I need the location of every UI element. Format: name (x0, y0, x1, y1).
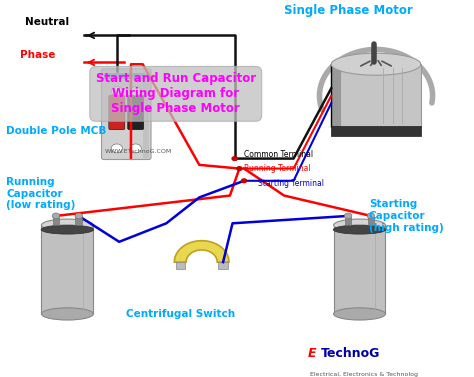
Bar (104, 73, 149, 79)
Ellipse shape (334, 308, 385, 320)
FancyBboxPatch shape (331, 64, 354, 127)
Text: Single Phase Motor: Single Phase Motor (284, 4, 413, 17)
Circle shape (241, 178, 247, 183)
FancyBboxPatch shape (334, 225, 385, 314)
Text: Start and Run Capacitor
Wiring Diagram for
Single Phase Motor: Start and Run Capacitor Wiring Diagram f… (96, 72, 256, 115)
Text: Electrical, Electronics & Technolog: Electrical, Electronics & Technolog (310, 372, 418, 377)
Ellipse shape (41, 219, 93, 231)
FancyBboxPatch shape (345, 217, 351, 225)
Circle shape (344, 213, 352, 219)
FancyBboxPatch shape (41, 225, 93, 314)
FancyBboxPatch shape (109, 95, 125, 130)
Text: Starting Terminal: Starting Terminal (258, 179, 324, 188)
Text: E: E (308, 347, 316, 360)
FancyBboxPatch shape (53, 217, 59, 225)
Bar (143, 71, 149, 158)
Circle shape (130, 144, 141, 153)
Text: Running Terminal: Running Terminal (244, 164, 310, 173)
Text: Starting
Capacitor
(high rating): Starting Capacitor (high rating) (369, 199, 444, 233)
Circle shape (231, 156, 238, 161)
Text: TechnoG: TechnoG (321, 347, 380, 360)
Ellipse shape (331, 53, 421, 75)
Text: WWW.ETechnoG.COM: WWW.ETechnoG.COM (105, 149, 173, 154)
Text: Phase: Phase (20, 50, 55, 60)
Ellipse shape (333, 225, 386, 234)
FancyBboxPatch shape (128, 95, 144, 130)
Circle shape (111, 87, 122, 95)
Circle shape (111, 144, 122, 153)
Text: Neutral: Neutral (25, 17, 69, 27)
Bar (331, 126, 421, 136)
FancyBboxPatch shape (101, 69, 151, 159)
Ellipse shape (334, 219, 385, 231)
Circle shape (75, 213, 82, 219)
Text: Double Pole MCB: Double Pole MCB (6, 126, 107, 136)
FancyBboxPatch shape (340, 64, 421, 127)
FancyBboxPatch shape (175, 262, 185, 269)
Text: Centrifugal Switch: Centrifugal Switch (126, 309, 235, 319)
Circle shape (367, 213, 374, 219)
Circle shape (236, 166, 243, 171)
Ellipse shape (41, 308, 93, 320)
FancyBboxPatch shape (368, 217, 374, 225)
Ellipse shape (41, 225, 93, 234)
FancyBboxPatch shape (219, 262, 228, 269)
FancyBboxPatch shape (75, 217, 82, 225)
Text: Running
Capacitor
(low rating): Running Capacitor (low rating) (6, 177, 75, 210)
Circle shape (52, 213, 60, 219)
Polygon shape (174, 241, 229, 262)
Text: Common Terminal: Common Terminal (244, 150, 313, 159)
Circle shape (130, 87, 141, 95)
